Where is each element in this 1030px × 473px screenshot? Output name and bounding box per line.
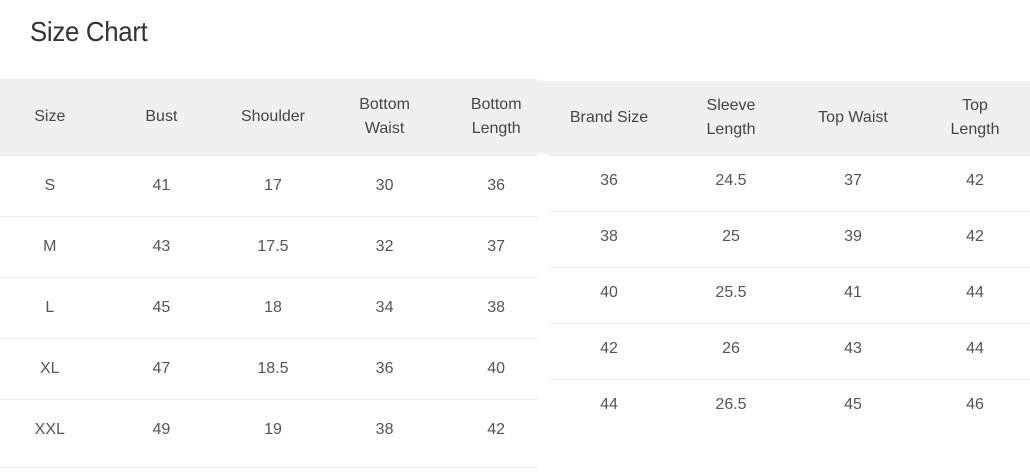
table-cell: 38 [440,277,538,339]
column-header: Bottom Waist [328,79,441,156]
column-header: Top Length [914,81,1030,156]
table-cell: 36 [328,338,441,400]
table-row: 42 26 43 44 [548,323,1030,380]
table-row: 40 25.5 41 44 [548,267,1030,324]
table-row: 38 25 39 42 [548,211,1030,268]
table-row: L 45 18 34 38 [0,277,538,339]
table-cell: 40 [548,267,670,324]
table-cell: 44 [914,267,1030,324]
table-cell: XXL [0,399,106,460]
table-cell: 36 [548,155,670,212]
table-cell: 42 [548,323,670,380]
table-cell: 26.5 [670,379,792,436]
table-cell: 46 [914,379,1030,436]
table-cell: 40 [440,338,538,400]
column-header: Bust [105,79,218,156]
table-cell: 17.5 [217,216,329,278]
table-cell: 26 [670,323,792,380]
table-cell: 38 [548,211,670,268]
column-header: Shoulder [217,79,329,156]
table-cell: 43 [105,216,218,278]
table-cell: 37 [792,155,914,212]
table-cell: 45 [792,379,914,436]
table-cell: XL [0,338,106,400]
table-cell: 39 [792,211,914,268]
table-cell: S [0,155,106,217]
page-title: Size Chart [30,16,148,47]
table-cell: 30 [328,155,441,217]
table-cell: 37 [440,216,538,278]
table-cell: 36 [440,155,538,217]
table-cell: L [0,277,106,339]
column-header: Top Waist [792,81,914,156]
table-cell: 38 [328,399,441,460]
table-row: S 41 17 30 36 [0,155,538,217]
table-cell: 41 [105,155,218,217]
column-header: Size [0,79,106,156]
table-cell: 24.5 [670,155,792,212]
table-cell: 42 [914,155,1030,212]
size-table-right: Brand Size Sleeve Length Top Waist Top Leng… [548,81,1030,436]
table-cell: 25.5 [670,267,792,324]
table-row: 36 24.5 37 42 [548,155,1030,212]
divider [0,467,538,468]
table-row: XXL 49 19 38 42 [0,399,538,460]
table-cell: 42 [440,399,538,460]
table-cell: 45 [105,277,218,339]
table-row: 44 26.5 45 46 [548,379,1030,436]
table-cell: M [0,216,106,278]
table-cell: 44 [548,379,670,436]
table-cell: 17 [217,155,329,217]
column-header: Brand Size [548,81,670,156]
table-cell: 25 [670,211,792,268]
table-cell: 34 [328,277,441,339]
table-cell: 44 [914,323,1030,380]
table-cell: 19 [217,399,329,460]
table-cell: 41 [792,267,914,324]
table-cell: 43 [792,323,914,380]
table-cell: 47 [105,338,218,400]
column-header: Sleeve Length [670,81,792,156]
table-cell: 49 [105,399,218,460]
size-table-left: Size Bust Shoulder Bottom Waist Bottom Lengt… [0,79,538,460]
table-cell: 18 [217,277,329,339]
table-cell: 32 [328,216,441,278]
column-header: Bottom Length [440,79,538,156]
table-cell: 18.5 [217,338,329,400]
table-cell: 42 [914,211,1030,268]
table-row: M 43 17.5 32 37 [0,216,538,278]
left-table-container: Size Bust Shoulder Bottom Waist Bottom Lengt… [0,79,538,468]
table-row: XL 47 18.5 36 40 [0,338,538,400]
